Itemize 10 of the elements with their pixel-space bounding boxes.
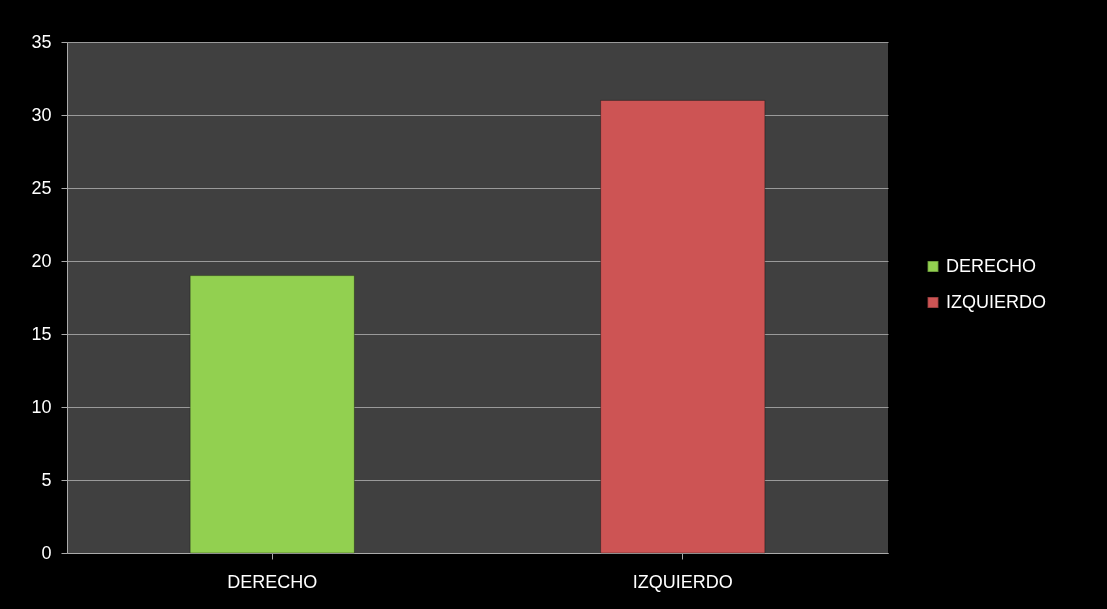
y-tick-label: 5 <box>41 469 52 490</box>
y-tick-label: 35 <box>31 31 52 52</box>
y-tick-label: 0 <box>41 542 52 563</box>
legend-label: DERECHO <box>946 255 1037 276</box>
legend-label: IZQUIERDO <box>946 291 1047 312</box>
y-tick-label: 25 <box>31 177 52 198</box>
y-tick-label: 15 <box>31 323 52 344</box>
y-tick-label: 20 <box>31 250 52 271</box>
y-tick-label: 30 <box>31 104 52 125</box>
y-tick-label: 10 <box>31 396 52 417</box>
